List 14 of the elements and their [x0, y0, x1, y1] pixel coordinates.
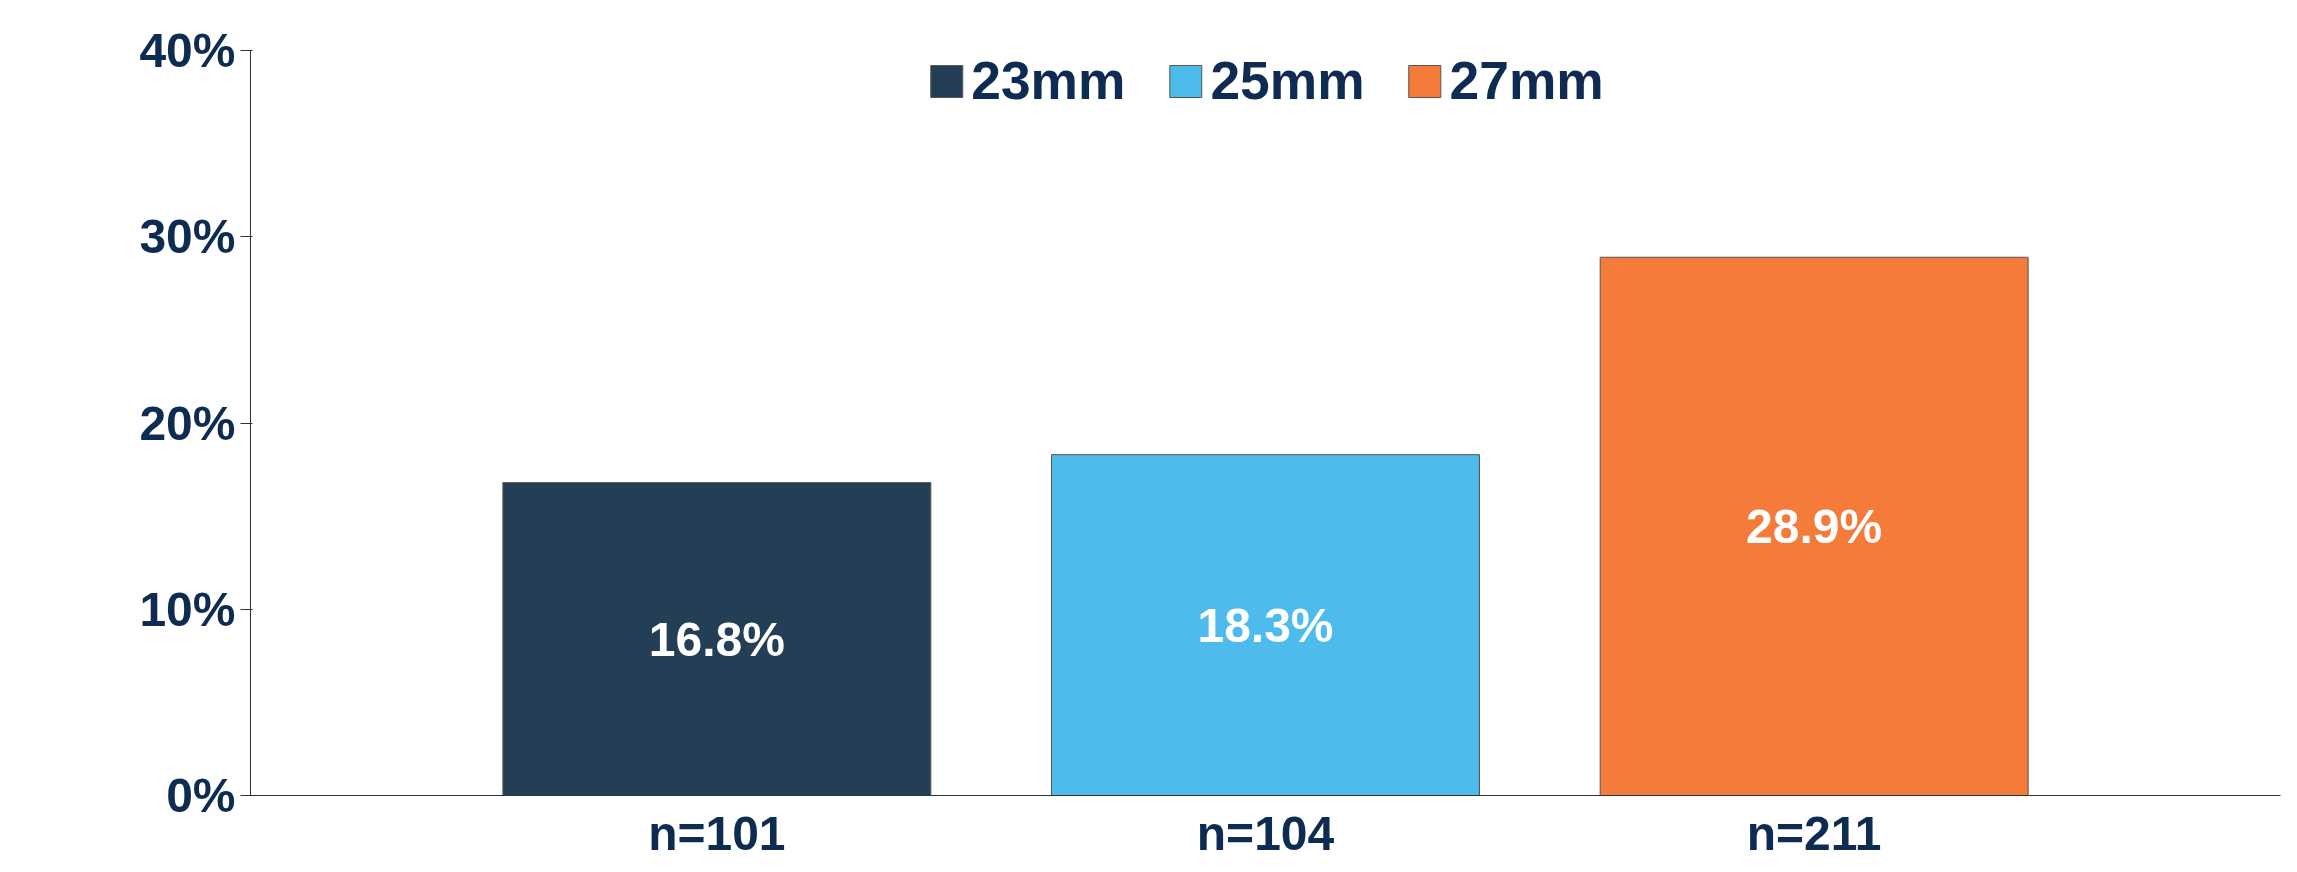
x-tick-label: n=104: [1196, 806, 1335, 860]
x-tick-label: n=211: [1746, 806, 1882, 860]
data-label: 16.8%: [648, 612, 785, 666]
x-tick-label: n=101: [648, 806, 786, 860]
legend-label: 25mm: [1210, 50, 1365, 111]
y-tick-label: 10%: [139, 582, 236, 636]
data-label: 18.3%: [1197, 598, 1334, 652]
data-label: 28.9%: [1746, 499, 1883, 553]
legend-label: 27mm: [1449, 50, 1604, 111]
y-tick-label: 30%: [139, 210, 236, 264]
y-tick-label: 40%: [139, 24, 236, 77]
y-tick-label: 0%: [166, 769, 236, 822]
y-tick-label: 20%: [139, 396, 236, 450]
legend-label: 23mm: [971, 50, 1126, 111]
